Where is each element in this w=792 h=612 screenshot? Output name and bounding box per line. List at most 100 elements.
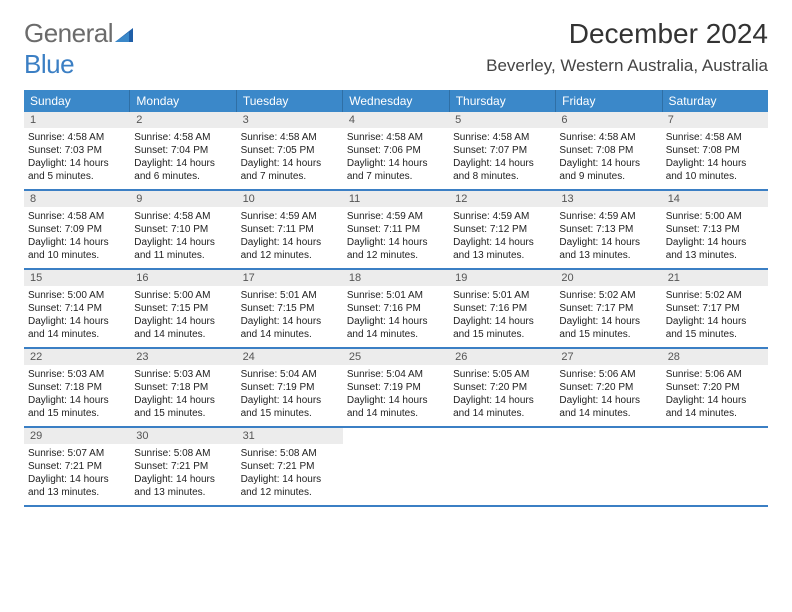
day-line-sr: Sunrise: 4:58 AM (134, 210, 232, 223)
day-cell: 8Sunrise: 4:58 AMSunset: 7:09 PMDaylight… (24, 191, 130, 268)
week-row: 15Sunrise: 5:00 AMSunset: 7:14 PMDayligh… (24, 270, 768, 349)
day-line-ss: Sunset: 7:21 PM (134, 460, 232, 473)
weekday-header-row: Sunday Monday Tuesday Wednesday Thursday… (24, 90, 768, 112)
day-line-sr: Sunrise: 4:59 AM (241, 210, 339, 223)
day-body: Sunrise: 4:59 AMSunset: 7:12 PMDaylight:… (449, 207, 555, 268)
day-number: 18 (343, 270, 449, 286)
day-line-d1: Daylight: 14 hours (453, 315, 551, 328)
day-number: 30 (130, 428, 236, 444)
day-body: Sunrise: 4:59 AMSunset: 7:11 PMDaylight:… (237, 207, 343, 268)
day-line-d2: and 13 minutes. (666, 249, 764, 262)
day-line-d1: Daylight: 14 hours (28, 394, 126, 407)
day-line-d1: Daylight: 14 hours (453, 236, 551, 249)
day-body: Sunrise: 5:00 AMSunset: 7:15 PMDaylight:… (130, 286, 236, 347)
day-line-sr: Sunrise: 5:01 AM (453, 289, 551, 302)
day-line-d1: Daylight: 14 hours (453, 157, 551, 170)
day-line-sr: Sunrise: 5:04 AM (241, 368, 339, 381)
day-cell: 2Sunrise: 4:58 AMSunset: 7:04 PMDaylight… (130, 112, 236, 189)
weekday-header: Monday (130, 90, 236, 112)
day-body: Sunrise: 5:02 AMSunset: 7:17 PMDaylight:… (555, 286, 661, 347)
day-line-d2: and 13 minutes. (453, 249, 551, 262)
day-line-d2: and 10 minutes. (666, 170, 764, 183)
day-body: Sunrise: 5:01 AMSunset: 7:15 PMDaylight:… (237, 286, 343, 347)
day-cell: 6Sunrise: 4:58 AMSunset: 7:08 PMDaylight… (555, 112, 661, 189)
day-line-d1: Daylight: 14 hours (28, 315, 126, 328)
day-line-d1: Daylight: 14 hours (347, 394, 445, 407)
day-line-sr: Sunrise: 5:03 AM (134, 368, 232, 381)
day-line-ss: Sunset: 7:14 PM (28, 302, 126, 315)
weekday-header: Friday (556, 90, 662, 112)
day-line-d1: Daylight: 14 hours (453, 394, 551, 407)
day-line-sr: Sunrise: 5:02 AM (666, 289, 764, 302)
day-line-d1: Daylight: 14 hours (559, 394, 657, 407)
day-line-ss: Sunset: 7:06 PM (347, 144, 445, 157)
day-body: Sunrise: 5:04 AMSunset: 7:19 PMDaylight:… (343, 365, 449, 426)
day-line-sr: Sunrise: 5:08 AM (241, 447, 339, 460)
day-line-d1: Daylight: 14 hours (241, 157, 339, 170)
day-line-d2: and 11 minutes. (134, 249, 232, 262)
day-cell: 28Sunrise: 5:06 AMSunset: 7:20 PMDayligh… (662, 349, 768, 426)
day-line-d2: and 13 minutes. (559, 249, 657, 262)
day-cell: 16Sunrise: 5:00 AMSunset: 7:15 PMDayligh… (130, 270, 236, 347)
day-line-sr: Sunrise: 5:03 AM (28, 368, 126, 381)
day-number: 3 (237, 112, 343, 128)
day-number: 7 (662, 112, 768, 128)
day-line-d2: and 14 minutes. (134, 328, 232, 341)
day-cell: 26Sunrise: 5:05 AMSunset: 7:20 PMDayligh… (449, 349, 555, 426)
day-line-ss: Sunset: 7:08 PM (666, 144, 764, 157)
day-cell: 11Sunrise: 4:59 AMSunset: 7:11 PMDayligh… (343, 191, 449, 268)
day-cell: 1Sunrise: 4:58 AMSunset: 7:03 PMDaylight… (24, 112, 130, 189)
day-line-sr: Sunrise: 4:58 AM (559, 131, 657, 144)
day-line-d2: and 9 minutes. (559, 170, 657, 183)
day-number: 14 (662, 191, 768, 207)
day-cell: 5Sunrise: 4:58 AMSunset: 7:07 PMDaylight… (449, 112, 555, 189)
day-cell: 18Sunrise: 5:01 AMSunset: 7:16 PMDayligh… (343, 270, 449, 347)
day-body: Sunrise: 4:58 AMSunset: 7:10 PMDaylight:… (130, 207, 236, 268)
day-line-d1: Daylight: 14 hours (666, 157, 764, 170)
day-line-ss: Sunset: 7:17 PM (666, 302, 764, 315)
day-line-d2: and 15 minutes. (559, 328, 657, 341)
day-line-d2: and 14 minutes. (347, 328, 445, 341)
day-line-ss: Sunset: 7:15 PM (241, 302, 339, 315)
day-number: 5 (449, 112, 555, 128)
day-line-sr: Sunrise: 4:59 AM (559, 210, 657, 223)
day-line-d1: Daylight: 14 hours (559, 236, 657, 249)
day-line-sr: Sunrise: 5:02 AM (559, 289, 657, 302)
day-number: 13 (555, 191, 661, 207)
day-line-d2: and 8 minutes. (453, 170, 551, 183)
day-line-ss: Sunset: 7:13 PM (559, 223, 657, 236)
day-line-sr: Sunrise: 5:06 AM (559, 368, 657, 381)
day-line-d1: Daylight: 14 hours (241, 394, 339, 407)
day-line-sr: Sunrise: 4:59 AM (347, 210, 445, 223)
day-line-ss: Sunset: 7:07 PM (453, 144, 551, 157)
day-line-ss: Sunset: 7:10 PM (134, 223, 232, 236)
day-line-d1: Daylight: 14 hours (666, 315, 764, 328)
day-line-ss: Sunset: 7:16 PM (347, 302, 445, 315)
day-body: Sunrise: 5:01 AMSunset: 7:16 PMDaylight:… (449, 286, 555, 347)
day-line-d1: Daylight: 14 hours (134, 394, 232, 407)
day-line-d1: Daylight: 14 hours (134, 236, 232, 249)
day-line-ss: Sunset: 7:19 PM (347, 381, 445, 394)
day-line-d2: and 5 minutes. (28, 170, 126, 183)
day-body: Sunrise: 4:58 AMSunset: 7:08 PMDaylight:… (555, 128, 661, 189)
day-line-d2: and 14 minutes. (241, 328, 339, 341)
day-cell: 24Sunrise: 5:04 AMSunset: 7:19 PMDayligh… (237, 349, 343, 426)
day-line-sr: Sunrise: 5:05 AM (453, 368, 551, 381)
day-cell (343, 428, 449, 505)
day-line-d1: Daylight: 14 hours (241, 236, 339, 249)
day-line-d2: and 7 minutes. (241, 170, 339, 183)
day-line-sr: Sunrise: 4:58 AM (28, 210, 126, 223)
day-line-d2: and 12 minutes. (347, 249, 445, 262)
day-line-sr: Sunrise: 4:58 AM (134, 131, 232, 144)
day-line-sr: Sunrise: 5:00 AM (28, 289, 126, 302)
day-body: Sunrise: 5:03 AMSunset: 7:18 PMDaylight:… (130, 365, 236, 426)
day-line-ss: Sunset: 7:20 PM (559, 381, 657, 394)
day-line-d1: Daylight: 14 hours (134, 473, 232, 486)
day-line-sr: Sunrise: 5:01 AM (347, 289, 445, 302)
day-cell: 21Sunrise: 5:02 AMSunset: 7:17 PMDayligh… (662, 270, 768, 347)
day-line-d2: and 12 minutes. (241, 249, 339, 262)
day-line-sr: Sunrise: 5:07 AM (28, 447, 126, 460)
day-line-d1: Daylight: 14 hours (134, 157, 232, 170)
day-body: Sunrise: 4:58 AMSunset: 7:09 PMDaylight:… (24, 207, 130, 268)
day-body: Sunrise: 4:58 AMSunset: 7:05 PMDaylight:… (237, 128, 343, 189)
